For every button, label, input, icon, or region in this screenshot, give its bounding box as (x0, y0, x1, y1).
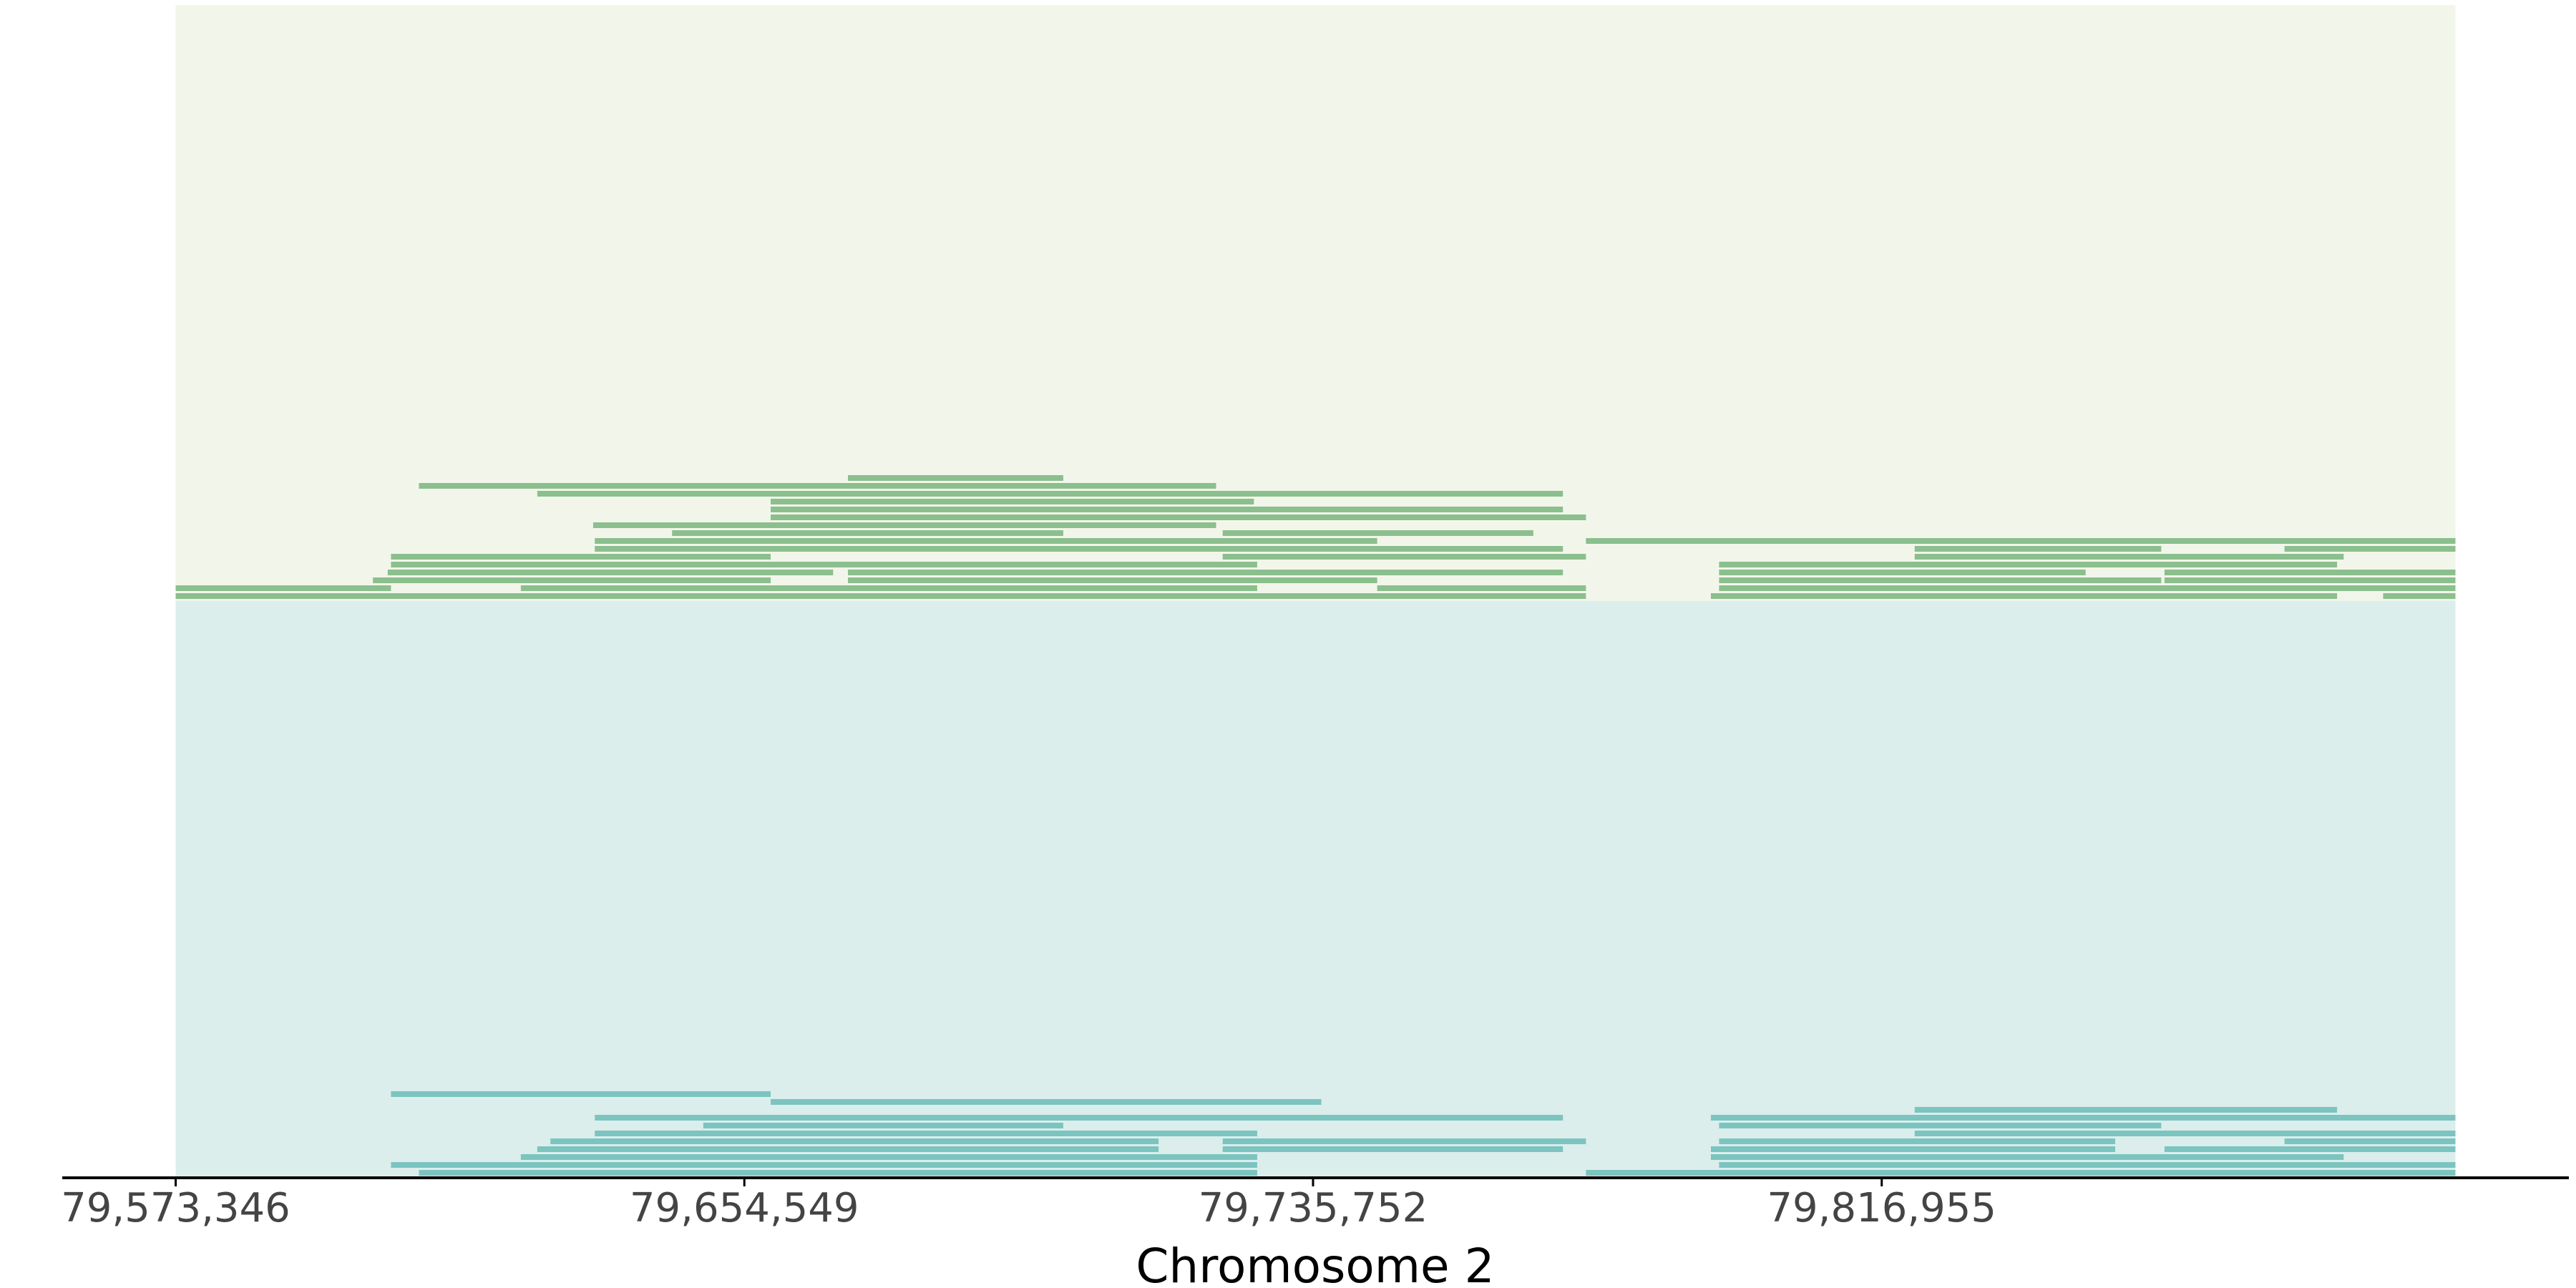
read (1222, 554, 1586, 560)
read (595, 538, 1377, 544)
read (537, 1146, 1159, 1152)
read (1719, 585, 2456, 591)
read (520, 1154, 1257, 1160)
read (387, 570, 834, 575)
read (2164, 577, 2456, 583)
read (1719, 1123, 2162, 1128)
read (1377, 585, 1586, 591)
read (1710, 1154, 2344, 1160)
read (847, 570, 1563, 575)
read (847, 475, 1063, 481)
read (595, 1115, 1563, 1121)
read (2383, 593, 2456, 599)
read (175, 585, 391, 591)
track-background (175, 601, 2456, 1178)
read (550, 1138, 1159, 1144)
read (2284, 1138, 2456, 1144)
x-tick-label: 79,735,752 (1199, 1185, 1428, 1231)
read (1719, 1138, 2116, 1144)
read (1719, 562, 2338, 567)
x-tick-label: 79,654,549 (630, 1185, 859, 1231)
read (2164, 1146, 2456, 1152)
read (1222, 530, 1533, 536)
read (1914, 546, 2162, 552)
read (520, 585, 1257, 591)
read (1222, 1146, 1563, 1152)
read (391, 562, 1257, 567)
read (1719, 1162, 2456, 1168)
read (419, 483, 1216, 489)
read (595, 546, 1563, 552)
read (771, 499, 1254, 504)
read (1914, 1107, 2338, 1113)
read (592, 522, 1216, 528)
track-background (175, 5, 2456, 601)
read (1222, 1138, 1586, 1144)
read (703, 1123, 1063, 1128)
read (391, 1091, 771, 1097)
read (1719, 570, 2086, 575)
read (771, 507, 1563, 512)
read (771, 1099, 1322, 1105)
read (419, 1170, 1257, 1176)
read (1914, 554, 2344, 560)
read (1710, 1146, 2116, 1152)
x-axis-title: Chromosome 2 (1136, 1239, 1494, 1288)
read (672, 530, 1063, 536)
x-tick-label: 79,816,955 (1767, 1185, 1996, 1231)
read (391, 554, 771, 560)
read (2284, 546, 2456, 552)
read (1710, 1115, 2456, 1121)
read (537, 491, 1563, 497)
read (595, 1131, 1257, 1136)
read (1719, 577, 2162, 583)
read (847, 577, 1377, 583)
read (175, 593, 1586, 599)
x-tick-label: 79,573,346 (61, 1185, 291, 1231)
read (391, 1162, 1257, 1168)
read (1586, 538, 2456, 544)
read (771, 514, 1586, 520)
read (2164, 570, 2456, 575)
read (1586, 1170, 2456, 1176)
read (1710, 593, 2338, 599)
read (1914, 1131, 2456, 1136)
read (373, 577, 771, 583)
